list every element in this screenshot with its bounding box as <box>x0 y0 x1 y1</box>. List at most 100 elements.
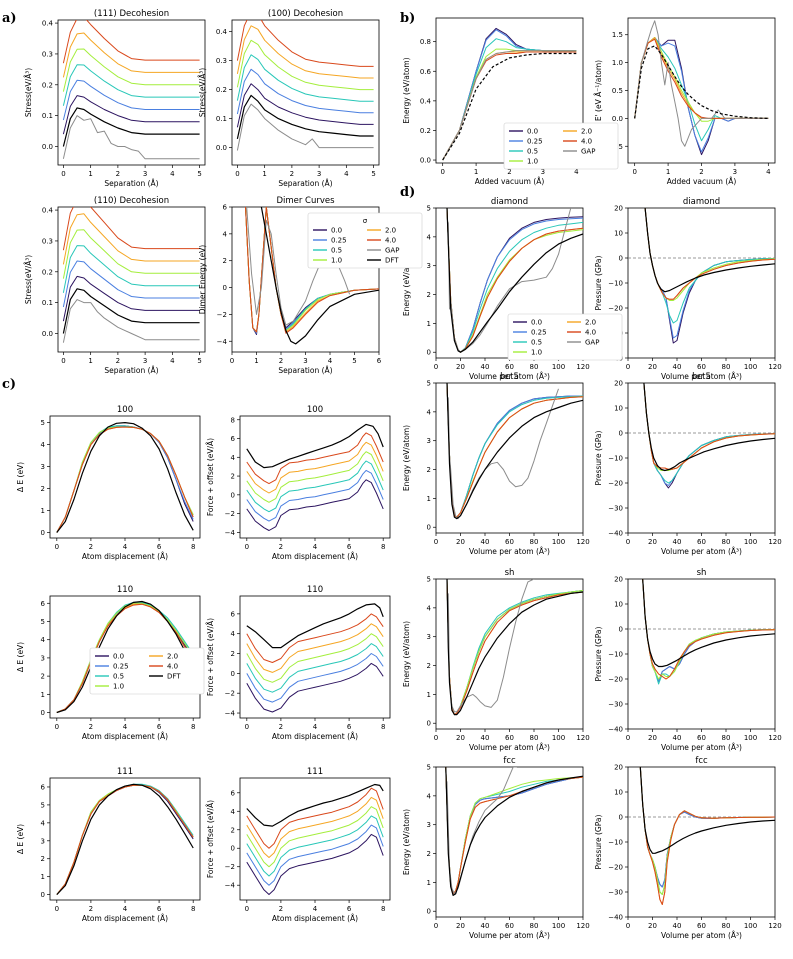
series-line-4_0 <box>246 787 384 849</box>
y-tick-label: −10 <box>608 455 623 463</box>
y-tick-label: 2 <box>231 473 235 481</box>
y-tick-label: 1.0 <box>612 59 623 67</box>
y-tick-label: 0 <box>619 626 623 634</box>
y-tick-label: 6 <box>223 204 228 212</box>
plot-c2: 100 0 2 4 6 8 −4 −2 0 2 4 6 8 Atom displacement (Å) Fo… <box>206 405 391 561</box>
x-tick-label: 2 <box>89 905 93 913</box>
x-tick-label: 80 <box>722 538 731 546</box>
series-line-0_0 <box>62 275 200 322</box>
x-tick-label: 80 <box>530 363 539 371</box>
series-line-0_5 <box>62 64 200 106</box>
legend-label: DFT <box>385 257 399 265</box>
plot-d6: sh 0 20 40 60 80 100 120 −40 −30 −20 −10 0 10 20 Volume… <box>594 568 782 752</box>
x-tick-label: 80 <box>722 363 731 371</box>
y-axis-label: Energy (eV/atom) <box>402 621 411 687</box>
legend-label: GAP <box>585 339 599 347</box>
legend-box <box>89 647 205 695</box>
x-tick-label: 20 <box>456 734 465 742</box>
legend-label: 1.0 <box>113 683 124 691</box>
y-axis-label: Force + offset (eV/Å) <box>206 618 215 696</box>
y-tick-label: −40 <box>608 530 623 538</box>
x-tick-label: 1 <box>88 170 92 178</box>
y-tick-label: −20 <box>608 305 623 313</box>
y-tick-label: −4 <box>225 882 236 890</box>
x-tick-label: 0 <box>55 543 59 551</box>
series-layer <box>445 767 583 897</box>
y-tick-label: −20 <box>608 676 623 684</box>
plot-title: sh <box>697 568 707 578</box>
x-tick-label: 40 <box>673 734 682 742</box>
x-tick-label: 0 <box>626 538 630 546</box>
x-axis-label: Volume per atom (Å³) <box>469 547 550 556</box>
series-layer <box>236 20 374 151</box>
series-line-4_0 <box>62 207 200 251</box>
y-axis-label: Energy (eV/atom) <box>402 250 411 316</box>
x-axis-label: Volume per atom (Å³) <box>469 372 550 381</box>
series-line-0_5 <box>246 815 384 877</box>
x-tick-label: 5 <box>197 357 201 365</box>
x-tick-label: 120 <box>576 734 589 742</box>
legend-label: 0.0 <box>531 319 542 327</box>
y-tick-label: 6 <box>41 600 46 608</box>
y-tick-label: 5 <box>41 618 45 626</box>
y-tick-label: 1 <box>427 879 431 887</box>
series-line-DFT <box>446 383 583 520</box>
y-tick-label: 2 <box>223 257 227 265</box>
y-tick-label: −30 <box>608 505 623 513</box>
y-tick-label: 0.0 <box>42 143 53 151</box>
series-line-DFT <box>62 107 200 147</box>
legend-title: σ <box>363 217 368 225</box>
y-tick-label: 4 <box>427 408 432 416</box>
series-line-4_0 <box>446 383 583 518</box>
plot-title: Dimer Curves <box>276 196 335 206</box>
x-tick-label: 120 <box>576 363 589 371</box>
x-tick-label: 4 <box>123 543 128 551</box>
x-tick-label: 6 <box>157 723 162 731</box>
x-tick-label: 5 <box>352 357 356 365</box>
legend-label: GAP <box>385 247 399 255</box>
x-tick-label: 60 <box>697 734 706 742</box>
series-layer <box>56 600 194 714</box>
x-tick-label: 0 <box>434 538 438 546</box>
plot-title: bct5 <box>692 372 711 382</box>
x-tick-label: 4 <box>766 168 771 176</box>
x-tick-label: 0 <box>55 723 59 731</box>
y-tick-label: 4 <box>41 636 46 644</box>
x-tick-label: 6 <box>377 357 382 365</box>
y-tick-label: 6 <box>41 783 46 791</box>
plot-title: 110 <box>307 585 323 595</box>
y-tick-label: 2 <box>231 826 235 834</box>
plot-a4: Dimer Curves 0 1 2 3 4 5 6 −4 −2 0 2 4 6 Separation (Å… <box>198 196 382 375</box>
x-tick-label: 0 <box>61 357 65 365</box>
series-line-0_0 <box>634 37 769 156</box>
y-axis-label: Pressure (GPa) <box>594 256 603 311</box>
x-tick-label: 0 <box>440 168 444 176</box>
x-tick-label: 0 <box>434 922 438 930</box>
y-tick-label: 0.1 <box>42 299 53 307</box>
y-tick-label: −2 <box>225 690 235 698</box>
x-tick-label: 3 <box>733 168 737 176</box>
x-tick-label: 100 <box>744 363 757 371</box>
x-tick-label: 0 <box>245 723 249 731</box>
x-tick-label: 2 <box>116 170 120 178</box>
plot-frame <box>57 206 206 353</box>
x-tick-label: 2 <box>699 168 703 176</box>
y-tick-label: −2 <box>225 863 235 871</box>
x-tick-label: 3 <box>143 357 147 365</box>
series-line-DFT <box>56 600 194 714</box>
plot-frame <box>627 382 776 534</box>
series-line-DFT <box>56 422 194 533</box>
series-line-DFT <box>445 767 583 897</box>
x-tick-label: 20 <box>456 538 465 546</box>
series-line-0_0 <box>445 767 583 895</box>
plot-frame <box>435 766 584 918</box>
legend: 0.0 0.25 0.5 1.0 2.0 4.0 GAP <box>503 122 619 170</box>
series-line-2_0 <box>246 623 384 673</box>
panel-label-c: c) <box>2 377 16 392</box>
x-tick-label: 20 <box>648 734 657 742</box>
series-line-0_5 <box>634 37 769 142</box>
x-tick-label: 2 <box>507 168 511 176</box>
series-layer <box>62 207 200 343</box>
